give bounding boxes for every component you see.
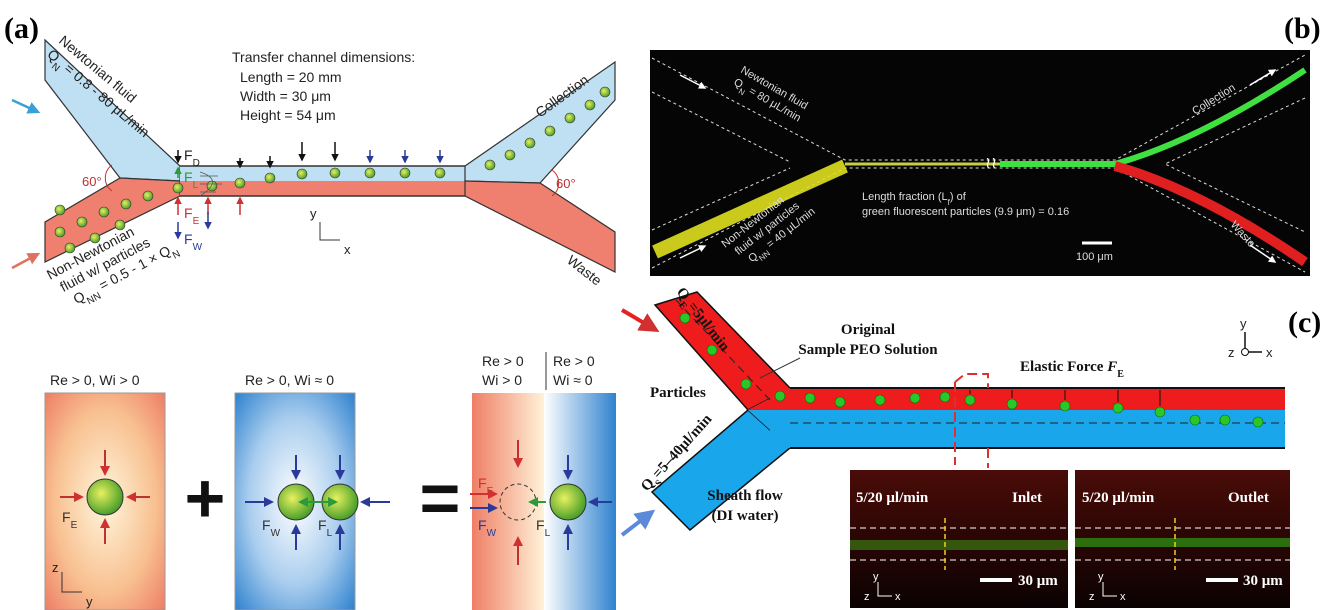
text-part: F xyxy=(62,509,71,525)
dimension: Width = 30 μm xyxy=(240,88,331,104)
text-part: F xyxy=(1106,359,1117,375)
text-part: L xyxy=(545,528,551,539)
inset-inlet: 5/20 μl/min Inlet 30 μm y z x xyxy=(850,470,1068,608)
label: Original xyxy=(841,322,895,338)
text-part: ) of xyxy=(950,191,967,203)
angle-label: 60° xyxy=(82,174,102,189)
particle xyxy=(87,479,123,515)
channel-lower xyxy=(180,181,465,196)
inlet-arrow xyxy=(12,254,38,268)
dimension: Height = 54 μm xyxy=(240,107,336,123)
text-part: F xyxy=(536,517,545,533)
operator: + xyxy=(185,459,226,537)
axis-label: z xyxy=(52,560,59,575)
text-part: E xyxy=(487,486,494,497)
regime-label: Re > 0, Wi > 0 xyxy=(50,372,140,388)
axis-label: x xyxy=(895,591,901,603)
text-part: W xyxy=(487,528,497,539)
text-part: F xyxy=(184,169,193,185)
operator: = xyxy=(420,459,461,537)
text-part: L xyxy=(327,528,333,539)
panel-label: (c) xyxy=(1288,306,1321,339)
panel-b: (b) ≀≀ Newtonian fluid QN = 80 μL/min No… xyxy=(650,12,1321,276)
regime-label: Wi > 0 xyxy=(482,372,522,388)
label: Particles xyxy=(650,385,706,401)
dimensions-title: Transfer channel dimensions: xyxy=(232,49,415,65)
text-part: W xyxy=(271,528,281,539)
label: (DI water) xyxy=(711,508,778,524)
axis-label: x xyxy=(1266,345,1273,360)
scale-label: 30 μm xyxy=(1018,573,1058,589)
scale-label: 100 μm xyxy=(1076,251,1113,263)
axis-label: x xyxy=(344,242,351,257)
text-part: E xyxy=(71,520,78,531)
axis-label: x xyxy=(1120,591,1126,603)
text-part: Elastic Force xyxy=(1020,359,1107,375)
label: Sheath flow xyxy=(707,488,783,504)
inlet-arrow xyxy=(622,512,652,535)
axis-label: y xyxy=(1240,316,1247,331)
text-part: F xyxy=(184,205,193,221)
axis-label: z xyxy=(1228,345,1235,360)
text-part: E xyxy=(193,216,200,227)
force-balance: Re > 0, Wi > 0 FE z y + Re > 0, Wi ≈ 0 F… xyxy=(45,352,616,610)
particle-band xyxy=(850,540,1068,550)
text-part: F xyxy=(262,517,271,533)
panel-a: (a) 60° 60° xyxy=(4,12,615,318)
break-mark: ≀≀ xyxy=(985,155,997,172)
channel-sheath xyxy=(770,410,1285,448)
force-label: FW xyxy=(184,231,203,253)
annotation: green fluorescent particles (9.9 μm) = 0… xyxy=(862,206,1069,218)
angle-label: 60° xyxy=(556,176,576,191)
regime-label: Re > 0 xyxy=(553,353,595,369)
particle-band xyxy=(1075,538,1290,547)
inset-flow: 5/20 μl/min xyxy=(1082,490,1155,506)
text-part: F xyxy=(184,147,193,163)
channel-upper xyxy=(180,166,465,181)
axis-label: y xyxy=(1098,571,1104,583)
regime-label: Re > 0 xyxy=(482,353,524,369)
axis-label: z xyxy=(1089,591,1095,603)
inset-position: Inlet xyxy=(1012,490,1042,506)
axis-label: y xyxy=(310,206,317,221)
text-part: E xyxy=(1117,369,1124,380)
text-part: F xyxy=(184,231,193,247)
inset-outlet: 5/20 μl/min Outlet 30 μm y z x xyxy=(1075,470,1290,608)
regime-label: Wi ≈ 0 xyxy=(553,372,593,388)
dimension: Length = 20 mm xyxy=(240,69,342,85)
label: Elastic Force FE xyxy=(1020,359,1124,380)
regime-label: Re > 0, Wi ≈ 0 xyxy=(245,372,334,388)
text-part: F xyxy=(318,517,327,533)
axes-icon xyxy=(1242,349,1249,356)
panel-label: (a) xyxy=(4,12,39,45)
figure: (a) 60° 60° xyxy=(0,0,1330,610)
axis-label: z xyxy=(864,591,870,603)
inlet-arrow xyxy=(12,100,38,112)
panel-c: (c) QE=5μl/min QS=5–40μl/min Original Sa… xyxy=(622,285,1321,608)
axis-label: y xyxy=(86,594,93,609)
inlet-arrow xyxy=(622,310,656,330)
text-part: F xyxy=(478,475,487,491)
text-part: W xyxy=(193,242,203,253)
label: Sample PEO Solution xyxy=(798,342,938,358)
axis-label: y xyxy=(873,571,879,583)
scale-label: 30 μm xyxy=(1243,573,1283,589)
force-label: FE xyxy=(184,205,200,227)
text-part: D xyxy=(193,158,200,169)
text-part: L xyxy=(193,180,199,191)
particle xyxy=(550,484,586,520)
text-part: N xyxy=(171,248,183,261)
text-part: Length fraction (L xyxy=(862,191,948,203)
inset-flow: 5/20 μl/min xyxy=(856,490,929,506)
inset-position: Outlet xyxy=(1228,490,1269,506)
text-part: F xyxy=(478,517,487,533)
waste-outlet xyxy=(465,181,615,272)
channel-sample xyxy=(770,388,1285,410)
axes-icon xyxy=(320,222,340,240)
panel-label: (b) xyxy=(1284,12,1321,45)
